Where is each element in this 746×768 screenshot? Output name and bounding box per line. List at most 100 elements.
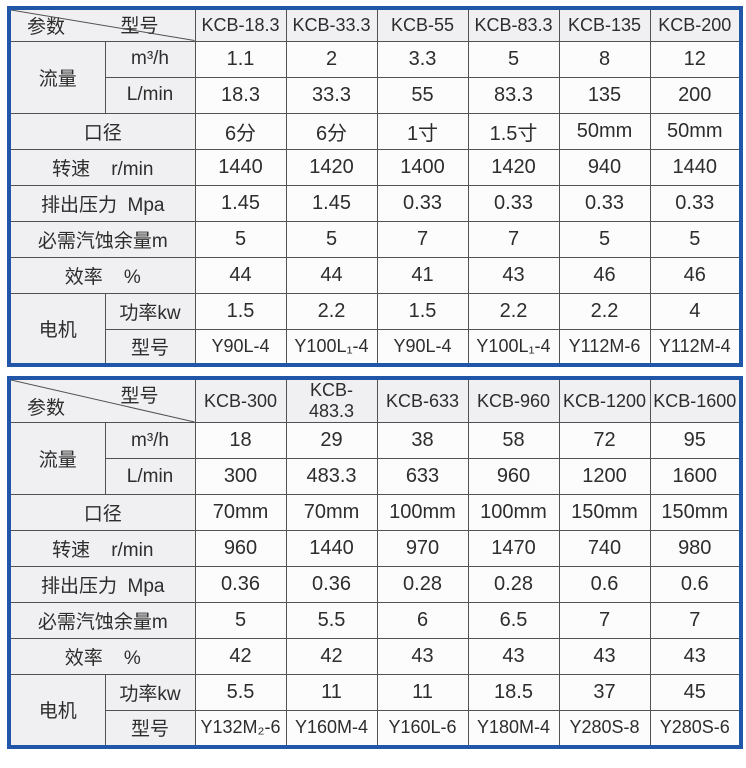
flow-m3h-value-cell: 18 — [194, 422, 287, 459]
parameter-value-cell: 5.5 — [285, 602, 378, 639]
model-header-cell: KCB-1200 — [558, 377, 651, 423]
parameter-value-cell: 46 — [558, 256, 651, 294]
parameter-value-cell: 44 — [285, 256, 378, 294]
parameter-row: 排出压力 Mpa 0.36 0.36 0.28 0.28 0.6 0.6 — [8, 566, 742, 603]
parameter-row: 口径 6分 6分 1寸 1.5寸 50mm 50mm — [8, 112, 742, 150]
motor-power-value-cell: 45 — [649, 674, 742, 711]
flow-lmin-value-cell: 18.3 — [194, 76, 287, 114]
parameter-value-cell: 1.5寸 — [467, 112, 560, 150]
motor-sub-label: 功率kw — [104, 674, 196, 711]
motor-sub-label: 型号 — [104, 328, 196, 366]
parameter-value-cell: 1.45 — [285, 184, 378, 222]
parameter-value-cell: 7 — [376, 220, 469, 258]
parameter-value-cell: 0.33 — [558, 184, 651, 222]
parameter-row: 口径 70mm 70mm 100mm 100mm 150mm 150mm — [8, 494, 742, 531]
corner-model-label: 型号 — [120, 386, 159, 407]
flow-m3h-value-cell: 38 — [376, 422, 469, 459]
parameter-row: 必需汽蚀余量m 5 5.5 6 6.5 7 7 — [8, 602, 742, 639]
parameter-value-cell: 42 — [285, 638, 378, 675]
flow-m3h-value-cell: 2 — [285, 40, 378, 78]
parameter-value-cell: 43 — [467, 256, 560, 294]
flow-m3h-value-cell: 58 — [467, 422, 560, 459]
parameter-value-cell: 0.33 — [376, 184, 469, 222]
flow-lmin-value-cell: 960 — [467, 458, 560, 495]
flow-lmin-value-cell: 483.3 — [285, 458, 378, 495]
parameter-value-cell: 1400 — [376, 148, 469, 186]
corner-parameter-label: 参数 — [27, 398, 66, 419]
flow-row-lmin: L/min 300 483.3 633 960 1200 1600 — [9, 458, 742, 495]
parameter-value-cell: 44 — [194, 256, 287, 294]
flow-m3h-value-cell: 5 — [467, 40, 560, 78]
parameter-value-cell: 1470 — [467, 530, 560, 567]
parameter-row: 必需汽蚀余量m 5 5 7 7 5 5 — [8, 220, 742, 258]
motor-group-label: 电机 — [8, 674, 106, 747]
flow-m3h-value-cell: 12 — [649, 40, 742, 78]
flow-unit-label: m³/h — [104, 422, 196, 459]
parameter-value-cell: 41 — [376, 256, 469, 294]
parameter-value-cell: 43 — [376, 638, 469, 675]
parameter-value-cell: 7 — [558, 602, 651, 639]
kcb-large-models-spec-table: 型号 参数 KCB-300 KCB-483.3 KCB-633 KCB-960 KCB-12… — [7, 376, 743, 749]
parameter-value-cell: 43 — [467, 638, 560, 675]
parameter-value-cell: 960 — [194, 530, 287, 567]
motor-type-value-cell: Y280S-6 — [649, 710, 742, 747]
parameter-value-cell: 1440 — [285, 530, 378, 567]
flow-m3h-value-cell: 3.3 — [376, 40, 469, 78]
parameter-value-cell: 0.6 — [649, 566, 742, 603]
parameter-value-cell: 1440 — [649, 148, 742, 186]
model-header-cell: KCB-18.3 — [194, 7, 287, 42]
parameter-value-cell: 940 — [558, 148, 651, 186]
parameter-label: 排出压力 Mpa — [8, 184, 196, 222]
parameter-value-cell: 100mm — [467, 494, 560, 531]
corner-model-label: 型号 — [120, 16, 159, 37]
parameter-value-cell: 43 — [558, 638, 651, 675]
motor-group-label: 电机 — [8, 292, 106, 366]
parameter-value-cell: 0.33 — [467, 184, 560, 222]
motor-power-row: 电机 功率kw 5.5 11 11 18.5 37 45 — [8, 674, 742, 747]
parameter-label: 口径 — [8, 112, 196, 150]
parameter-value-cell: 1420 — [285, 148, 378, 186]
flow-unit-label: L/min — [104, 458, 196, 495]
parameter-value-cell: 50mm — [558, 112, 651, 150]
parameter-value-cell: 6分 — [194, 112, 287, 150]
flow-group-label: 流量 — [8, 40, 106, 114]
parameter-value-cell: 5 — [558, 220, 651, 258]
motor-type-value-cell: Y112M-6 — [558, 328, 651, 366]
motor-type-value-cell: Y160M-4 — [285, 710, 378, 747]
flow-lmin-value-cell: 300 — [194, 458, 287, 495]
parameter-value-cell: 46 — [649, 256, 742, 294]
flow-lmin-value-cell: 33.3 — [285, 76, 378, 114]
parameter-value-cell: 0.28 — [376, 566, 469, 603]
parameter-value-cell: 1440 — [194, 148, 287, 186]
motor-power-value-cell: 5.5 — [194, 674, 287, 711]
parameter-value-cell: 0.6 — [558, 566, 651, 603]
header-row: 型号 参数 KCB-18.3 KCB-33.3 KCB-55 KCB-83.3 KCB-13… — [8, 7, 742, 42]
parameter-row: 转速 r/min 960 1440 970 1470 740 980 — [8, 530, 742, 567]
parameter-value-cell: 0.33 — [649, 184, 742, 222]
parameter-value-cell: 6 — [376, 602, 469, 639]
parameter-label: 转速 r/min — [8, 530, 196, 567]
flow-unit-label: m³/h — [104, 40, 196, 78]
parameter-value-cell: 7 — [649, 602, 742, 639]
parameter-value-cell: 5 — [285, 220, 378, 258]
flow-m3h-value-cell: 95 — [649, 422, 742, 459]
motor-type-value-cell: Y90L-4 — [194, 328, 287, 366]
flow-row-m3h: 流量 m³/h 18 29 38 58 72 95 — [8, 422, 742, 495]
parameter-label: 排出压力 Mpa — [8, 566, 196, 603]
flow-group-label: 流量 — [8, 422, 106, 495]
parameter-label: 必需汽蚀余量m — [8, 602, 196, 639]
flow-m3h-value-cell: 8 — [558, 40, 651, 78]
model-header-cell: KCB-633 — [376, 377, 469, 423]
parameter-value-cell: 1.45 — [194, 184, 287, 222]
corner-cell: 型号 参数 — [8, 7, 196, 42]
parameter-row: 效率 % 44 44 41 43 46 46 — [8, 256, 742, 294]
model-header-cell: KCB-83.3 — [467, 7, 560, 42]
parameter-value-cell: 150mm — [558, 494, 651, 531]
model-header-cell: KCB-200 — [649, 7, 742, 42]
model-header-cell: KCB-33.3 — [285, 7, 378, 42]
motor-power-value-cell: 37 — [558, 674, 651, 711]
motor-type-row: 型号 Y132M₂-6 Y160M-4 Y160L-6 Y180M-4 Y280S-8 Y2… — [9, 710, 742, 747]
flow-lmin-value-cell: 135 — [558, 76, 651, 114]
parameter-value-cell: 0.36 — [285, 566, 378, 603]
